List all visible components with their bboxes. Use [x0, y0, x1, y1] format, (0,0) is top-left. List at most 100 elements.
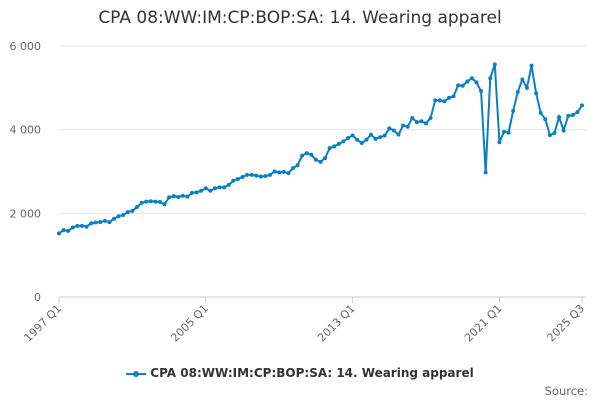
data-point: [368, 132, 373, 137]
data-point: [433, 98, 438, 103]
data-point: [116, 214, 121, 219]
data-point: [208, 188, 213, 193]
data-point: [442, 99, 447, 104]
data-point: [401, 123, 406, 128]
data-point: [391, 128, 396, 133]
data-point: [460, 83, 465, 88]
data-point: [419, 119, 424, 124]
data-point: [134, 205, 139, 210]
data-point: [277, 170, 282, 175]
data-point: [511, 108, 516, 113]
data-point: [309, 152, 314, 157]
data-point: [488, 76, 493, 81]
data-point: [66, 228, 71, 233]
data-point: [263, 174, 268, 179]
data-point: [469, 76, 474, 81]
data-point: [396, 132, 401, 137]
data-point: [286, 171, 291, 176]
data-point: [112, 216, 117, 221]
data-point: [323, 156, 328, 161]
data-point: [89, 221, 94, 226]
data-point: [580, 103, 584, 108]
legend-line-icon: [126, 370, 147, 377]
data-point: [281, 169, 286, 174]
data-point: [70, 225, 75, 230]
data-point: [410, 115, 415, 120]
data-point: [199, 188, 204, 193]
data-point: [272, 169, 277, 174]
data-point: [483, 170, 488, 175]
data-point: [538, 110, 543, 115]
x-tick-label: 1997 Q1: [22, 302, 65, 345]
data-point: [557, 115, 562, 120]
data-point: [529, 63, 534, 68]
data-point: [405, 124, 410, 129]
data-point: [341, 139, 346, 144]
x-tick-label: 2021 Q1: [462, 302, 505, 345]
data-point: [465, 79, 470, 84]
data-point: [139, 200, 144, 205]
data-point: [437, 98, 442, 103]
data-point: [479, 89, 484, 94]
data-point: [502, 129, 507, 134]
data-point: [359, 141, 364, 146]
data-point: [575, 110, 580, 115]
data-point: [185, 194, 190, 199]
data-point: [414, 120, 419, 125]
data-point: [222, 185, 227, 190]
data-point: [561, 128, 566, 133]
data-point: [258, 174, 263, 179]
data-point: [382, 133, 387, 138]
x-tick-label: 2005 Q1: [168, 302, 211, 345]
data-point: [327, 146, 332, 151]
data-point: [57, 231, 61, 236]
data-point: [474, 80, 479, 85]
data-point: [125, 210, 130, 215]
data-point: [332, 144, 337, 149]
data-point: [144, 199, 149, 204]
data-point: [167, 195, 172, 200]
data-point: [79, 223, 84, 228]
data-point: [547, 133, 552, 138]
data-point: [451, 94, 456, 99]
data-point: [424, 121, 429, 126]
data-point: [162, 202, 167, 207]
chart-title: CPA 08:WW:IM:CP:BOP:SA: 14. Wearing appa…: [98, 8, 502, 28]
data-point: [107, 220, 112, 225]
data-point: [194, 190, 199, 195]
data-point: [543, 117, 548, 122]
data-point: [235, 177, 240, 182]
data-point: [102, 218, 107, 223]
data-point: [336, 141, 341, 146]
data-point: [61, 228, 66, 233]
data-point: [378, 135, 383, 140]
data-point: [456, 83, 461, 88]
data-point: [231, 178, 236, 183]
data-point: [552, 131, 557, 136]
data-point: [318, 159, 323, 164]
data-point: [75, 223, 80, 228]
data-point: [446, 95, 451, 100]
x-tick-label: 2013 Q1: [315, 302, 358, 345]
data-point: [240, 174, 245, 179]
data-point: [121, 213, 126, 218]
data-point: [290, 166, 295, 171]
data-point: [245, 172, 250, 177]
source-label: Source:: [544, 384, 588, 398]
data-point: [497, 140, 502, 145]
data-point: [203, 186, 208, 191]
data-point: [148, 199, 153, 204]
data-point: [98, 220, 103, 225]
y-tick-label: 6 000: [10, 40, 42, 53]
data-point: [534, 91, 539, 96]
data-point: [254, 173, 259, 178]
data-point: [506, 130, 511, 135]
legend-item[interactable]: CPA 08:WW:IM:CP:BOP:SA: 14. Wearing appa…: [0, 366, 600, 380]
data-point: [355, 137, 360, 142]
data-point: [566, 113, 571, 118]
y-tick-label: 4 000: [10, 124, 42, 137]
data-point: [93, 220, 98, 225]
data-point: [180, 193, 185, 198]
data-point: [364, 137, 369, 142]
